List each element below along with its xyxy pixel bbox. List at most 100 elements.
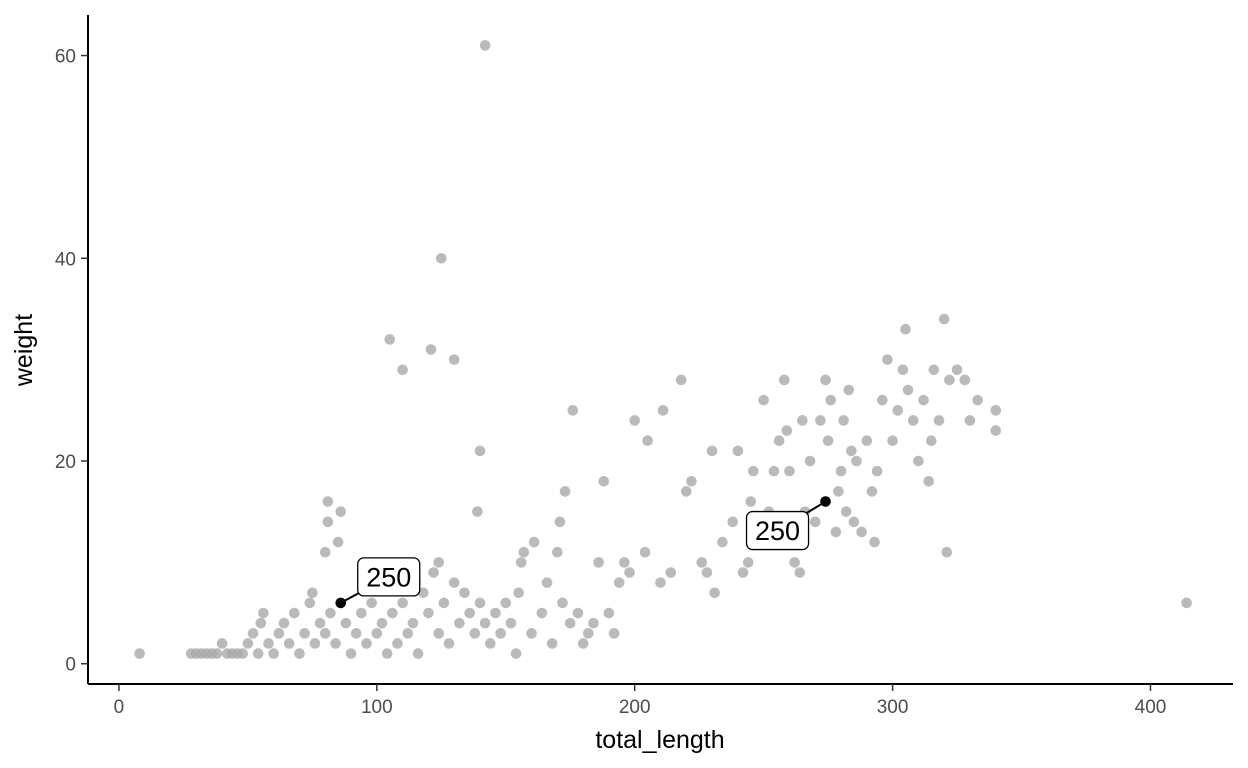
data-point bbox=[964, 415, 976, 426]
y-tick-label: 20 bbox=[55, 452, 76, 473]
callout-label: 250 bbox=[366, 562, 411, 592]
data-point bbox=[748, 465, 759, 477]
data-point bbox=[268, 648, 279, 659]
data-point bbox=[902, 384, 914, 396]
data-point bbox=[840, 506, 852, 517]
data-point bbox=[283, 638, 295, 649]
data-point bbox=[474, 445, 486, 457]
data-point bbox=[216, 638, 228, 649]
data-point bbox=[696, 557, 708, 568]
data-point bbox=[376, 617, 388, 629]
x-tick-label: 0 bbox=[114, 697, 125, 718]
data-point bbox=[541, 577, 553, 588]
data-point bbox=[861, 435, 873, 447]
data-point bbox=[727, 516, 739, 528]
data-point bbox=[500, 597, 512, 609]
data-point bbox=[289, 607, 300, 619]
data-point bbox=[536, 607, 548, 619]
data-point bbox=[319, 546, 331, 558]
data-point bbox=[856, 526, 867, 538]
highlighted-point bbox=[820, 496, 831, 507]
data-point bbox=[237, 648, 249, 659]
data-point bbox=[608, 628, 620, 639]
data-point bbox=[619, 557, 630, 568]
data-point bbox=[913, 455, 924, 467]
data-point bbox=[882, 354, 893, 365]
data-point bbox=[479, 617, 491, 629]
callout-box bbox=[357, 557, 421, 597]
data-point bbox=[951, 364, 963, 376]
data-point bbox=[825, 394, 837, 406]
data-point bbox=[559, 486, 571, 497]
data-point bbox=[381, 648, 393, 659]
data-point bbox=[941, 546, 953, 558]
data-point bbox=[438, 597, 450, 609]
x-tick-label: 100 bbox=[361, 697, 393, 718]
data-point bbox=[335, 506, 347, 517]
data-point bbox=[582, 628, 594, 639]
data-point bbox=[299, 628, 310, 639]
data-point bbox=[469, 628, 481, 639]
data-point bbox=[505, 617, 517, 629]
data-point bbox=[897, 364, 909, 376]
data-point bbox=[350, 628, 362, 639]
data-point bbox=[680, 486, 692, 497]
data-point bbox=[242, 638, 254, 649]
data-point bbox=[972, 394, 983, 406]
data-point bbox=[838, 415, 849, 426]
data-point bbox=[309, 638, 321, 649]
data-point bbox=[778, 374, 790, 386]
data-point bbox=[784, 465, 795, 477]
data-point bbox=[307, 587, 318, 599]
data-point bbox=[330, 638, 341, 649]
data-point bbox=[397, 597, 408, 609]
data-point bbox=[322, 516, 334, 528]
data-point bbox=[448, 577, 460, 588]
data-point bbox=[314, 617, 326, 629]
data-point bbox=[629, 415, 641, 426]
data-point bbox=[887, 435, 898, 447]
callout-label: 250 bbox=[755, 516, 800, 546]
y-ticks: 0 20 40 60 bbox=[55, 47, 88, 676]
data-point bbox=[613, 577, 625, 588]
data-point bbox=[417, 587, 429, 599]
data-point bbox=[557, 597, 568, 609]
data-point bbox=[701, 567, 713, 578]
data-point bbox=[319, 628, 331, 639]
data-point bbox=[923, 475, 934, 487]
data-point bbox=[871, 465, 883, 477]
data-point bbox=[433, 628, 445, 639]
data-point bbox=[577, 638, 589, 649]
data-point bbox=[515, 557, 527, 568]
data-point bbox=[639, 546, 651, 558]
data-point bbox=[588, 617, 599, 629]
data-point bbox=[443, 638, 455, 649]
data-point bbox=[564, 617, 576, 629]
data-point bbox=[263, 638, 274, 649]
data-point bbox=[552, 546, 563, 558]
data-point bbox=[433, 557, 445, 568]
data-point bbox=[412, 648, 424, 659]
data-point bbox=[938, 313, 950, 325]
y-tick-label: 60 bbox=[55, 47, 76, 68]
data-point bbox=[797, 415, 808, 426]
data-point bbox=[572, 607, 584, 619]
data-point bbox=[598, 475, 610, 487]
data-point bbox=[869, 536, 880, 548]
data-point bbox=[944, 374, 955, 386]
data-point bbox=[851, 455, 862, 467]
data-point bbox=[387, 607, 398, 619]
data-point bbox=[392, 638, 403, 649]
data-point bbox=[686, 475, 697, 487]
data-point bbox=[876, 394, 888, 406]
data-point bbox=[490, 607, 501, 619]
y-axis-title: weight bbox=[10, 314, 38, 387]
data-point bbox=[593, 557, 604, 568]
data-point bbox=[900, 323, 911, 335]
data-point bbox=[479, 40, 491, 51]
data-point bbox=[366, 597, 377, 609]
highlighted-point bbox=[335, 597, 347, 609]
data-point bbox=[211, 648, 223, 659]
data-point bbox=[448, 354, 460, 365]
